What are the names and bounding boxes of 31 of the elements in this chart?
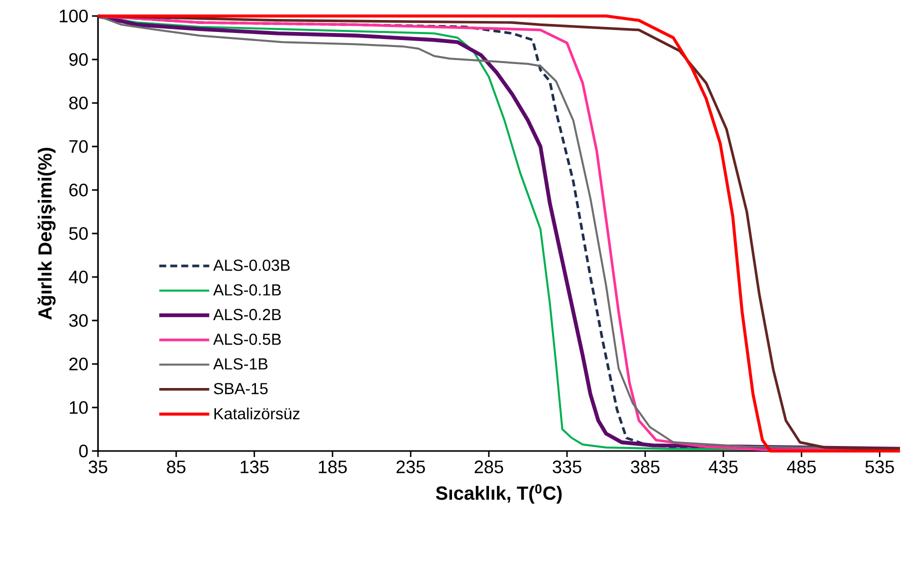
y-tick-label: 100	[60, 10, 88, 22]
x-tick-label: 485	[786, 460, 816, 474]
x-tick-label: 85	[166, 460, 186, 474]
legend-label: Katalizörsüz	[214, 408, 300, 420]
y-tick-label: 60	[69, 184, 88, 196]
legend-label: ALS-0.1B	[213, 284, 281, 296]
x-tick-label: 135	[240, 460, 269, 474]
y-tick-label: 10	[70, 401, 88, 414]
legend-label: SBA-15	[214, 382, 268, 394]
x-tick-label: 535	[865, 460, 894, 474]
y-tick-label: 0	[79, 444, 88, 458]
y-tick-label: 70	[69, 140, 88, 153]
legend-label: ALS-0.03B	[213, 260, 290, 271]
x-tick-label: 335	[552, 460, 582, 474]
y-axis-title: Ağırlık Değişimi(%)	[38, 148, 56, 320]
legend-label: ALS-1B	[213, 358, 268, 370]
y-tick-label: 20	[69, 358, 88, 370]
x-tick-label: 285	[474, 460, 504, 474]
x-tick-label: 185	[318, 460, 347, 474]
y-tick-label: 50	[69, 227, 88, 240]
y-tick-label: 40	[68, 270, 88, 284]
y-tick-label: 80	[69, 96, 88, 110]
x-tick-label: 435	[708, 460, 738, 474]
x-tick-label: 235	[396, 460, 425, 474]
x-tick-label: 385	[630, 460, 660, 474]
x-tick-label: 35	[88, 460, 108, 474]
legend-label: ALS-0.2B	[213, 308, 281, 320]
legend-label: ALS-0.5B	[213, 334, 281, 345]
x-axis-title: Sıcaklık, T($^{0}$C)	[436, 484, 562, 504]
y-tick-label: 30	[69, 314, 88, 327]
y-tick-label: 90	[69, 53, 88, 66]
